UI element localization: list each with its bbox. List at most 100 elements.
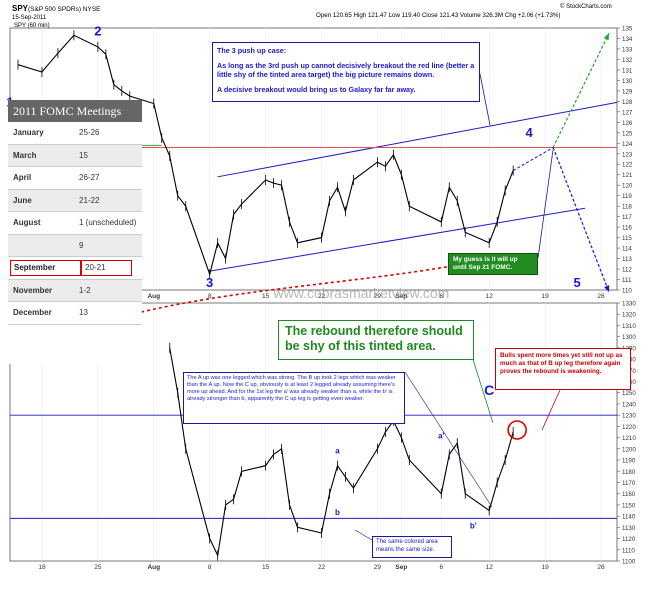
guess-note-pointer	[537, 149, 554, 259]
y-tick-label: 116	[622, 225, 632, 232]
fomc-month: September	[10, 259, 81, 276]
same-note-pointer	[354, 529, 373, 541]
x-tick-label: 8	[208, 564, 212, 571]
header-ohlc: Open 120.65 High 121.47 Low 119.40 Close…	[316, 12, 560, 19]
fomc-month: August	[13, 218, 41, 228]
fomc-row: 9	[8, 234, 142, 257]
y-tick-label: 128	[622, 99, 633, 106]
y-tick-label: 1150	[622, 502, 636, 509]
y-tick-label: 125	[622, 130, 633, 137]
y-tick-label: 111	[622, 277, 632, 284]
fomc-month: June	[13, 195, 32, 205]
same-area-note: The same colored area means the same siz…	[372, 536, 452, 558]
abc-note-pointer	[404, 371, 493, 508]
fomc-row: June 21-22	[8, 189, 142, 212]
fomc-rows: January 25-26 March 15 April 26-27 June 21-2…	[8, 122, 142, 325]
y-tick-label: 114	[622, 246, 632, 253]
header-brand: © StockCharts.com	[560, 3, 612, 10]
x-tick-label: Aug	[147, 564, 160, 571]
header-symbol: SPY	[12, 4, 29, 13]
x-tick-label: 15	[262, 564, 270, 571]
fomc-row: March 15	[8, 144, 142, 167]
push-case-line-3: A decisive breakout would bring us to Ga…	[217, 85, 416, 94]
y-tick-label: 1100	[622, 559, 636, 566]
wave-label-sub-4: b	[335, 508, 340, 517]
y-tick-label: 135	[622, 26, 633, 33]
fomc-month: April	[13, 173, 32, 183]
fomc-arrow	[117, 265, 453, 319]
x-tick-label: 12	[486, 564, 494, 571]
rebound-note-pointer	[469, 349, 494, 424]
y-tick-label: 1330	[622, 301, 636, 308]
push-up-case-note: The 3 push up case: As long as the 3rd p…	[212, 42, 480, 102]
fomc-dates: 1-2	[79, 285, 91, 295]
y-tick-label: 112	[622, 267, 632, 274]
y-tick-label: 113	[622, 256, 632, 263]
x-tick-label: 29	[374, 293, 382, 300]
y-tick-label: 1320	[622, 312, 636, 319]
lower-channel-line	[209, 207, 586, 272]
wave-label-sub-5: a'	[438, 432, 444, 441]
y-tick-label: 1240	[622, 401, 636, 408]
fomc-guess-note: My guess is it will up until Sep 21 FOMC…	[448, 253, 538, 275]
arrowhead	[603, 33, 610, 41]
y-tick-label: 119	[622, 193, 632, 200]
wave-label-2: 2	[94, 23, 101, 38]
y-tick-label: 1130	[622, 525, 636, 532]
y-tick-label: 121	[622, 172, 633, 179]
y-tick-label: 1250	[622, 390, 636, 397]
y-tick-label: 132	[622, 57, 633, 64]
y-tick-label: 1190	[622, 458, 636, 465]
y-tick-label: 1110	[622, 547, 635, 554]
watermark: www.cobrasmarketview.com	[273, 285, 450, 301]
x-tick-label: 15	[262, 293, 270, 300]
spy-price-line	[17, 34, 514, 277]
fomc-row-september: September 20-21	[8, 257, 142, 280]
header-date: 15-Sep-2011	[12, 15, 47, 21]
header-name: (S&P 500 SPDRs) NYSE	[28, 6, 101, 13]
wave-label-5: 5	[573, 275, 580, 290]
x-tick-label: 26	[597, 564, 605, 571]
fomc-row: January 25-26	[8, 122, 142, 145]
fomc-row: August 1 (unscheduled)	[8, 212, 142, 235]
x-tick-label: 8	[208, 293, 212, 300]
fomc-dates: 20-21	[81, 259, 132, 276]
y-tick-label: 1160	[622, 491, 636, 498]
x-tick-label: 19	[542, 564, 550, 571]
fomc-month: March	[13, 150, 37, 160]
x-tick-label: 22	[318, 293, 326, 300]
y-tick-label: 122	[622, 162, 633, 169]
x-tick-label: Sep	[395, 293, 407, 300]
fomc-title: 2011 FOMC Meetings	[8, 100, 142, 122]
y-tick-label: 123	[622, 151, 633, 158]
y-tick-label: 131	[622, 67, 633, 74]
y-tick-label: 115	[622, 235, 632, 242]
y-tick-label: 124	[622, 141, 633, 148]
y-tick-label: 129	[622, 88, 633, 95]
bulls-note-pointer	[541, 389, 561, 431]
y-tick-label: 120	[622, 183, 633, 190]
x-tick-label: 25	[94, 564, 102, 571]
x-tick-label: 19	[542, 293, 550, 300]
y-tick-label: 1230	[622, 413, 636, 420]
x-tick-label: 6	[439, 293, 443, 300]
y-tick-label: 130	[622, 78, 633, 85]
wave-4-projection	[512, 147, 554, 171]
wave-label-sub-6: b'	[470, 521, 477, 530]
wave-label-C: C	[484, 382, 494, 398]
fomc-dates: 15	[79, 150, 88, 160]
wave-5-down-projection	[552, 147, 610, 293]
upper-channel-line	[217, 101, 618, 178]
fomc-row: April 26-27	[8, 167, 142, 190]
y-tick-label: 1120	[622, 536, 636, 543]
wave-label-3: 3	[206, 275, 213, 290]
fomc-month: December	[13, 308, 52, 318]
highlight-circle	[507, 420, 527, 440]
header-legend: SPY (60 min)	[14, 23, 50, 29]
fomc-dates: 26-27	[79, 173, 100, 183]
x-tick-label: 22	[318, 564, 326, 571]
fomc-dates: 9	[79, 240, 84, 250]
x-tick-label: 26	[597, 293, 605, 300]
y-tick-label: 118	[622, 204, 632, 211]
